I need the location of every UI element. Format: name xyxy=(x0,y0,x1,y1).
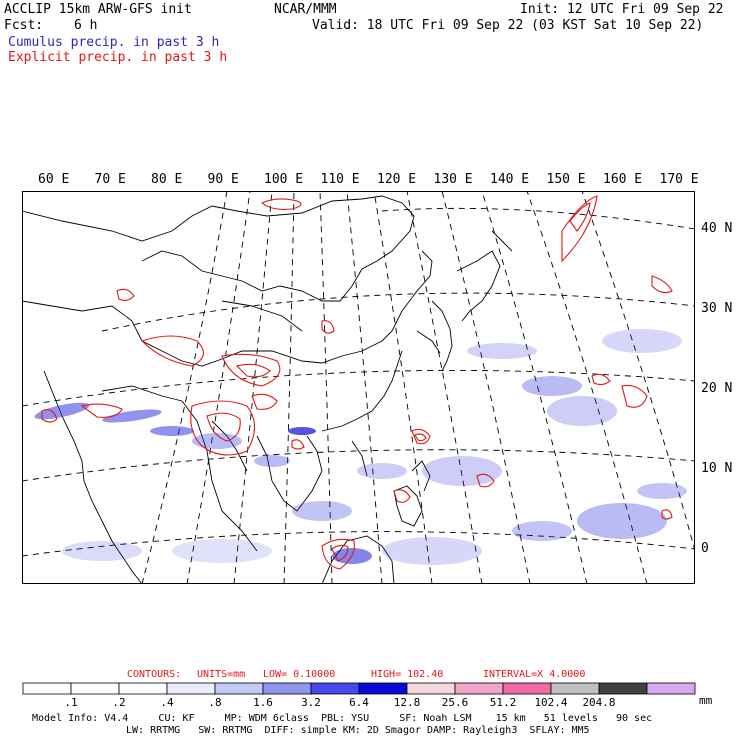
colorbar-swatch xyxy=(70,682,120,695)
colorbar-tick-label: 51.2 xyxy=(489,696,517,709)
colorbar-labels: .1 .2 .4 .8 1.6 3.2 6.4 12.8 25.6 51.2 102.4 204.8 xyxy=(0,697,740,711)
colorbar-swatch xyxy=(646,682,696,695)
colorbar-swatch xyxy=(550,682,600,695)
field-cumulus: Cumulus precip. in past 3 h xyxy=(8,35,220,50)
cumulus-precip xyxy=(34,329,687,565)
colorbar-swatch xyxy=(262,682,312,695)
colorbar xyxy=(22,682,696,695)
longitude-label: 160 E xyxy=(603,172,643,187)
colorbar-tick-label: 12.8 xyxy=(393,696,421,709)
colorbar-swatch xyxy=(502,682,552,695)
longitude-label: 80 E xyxy=(151,172,183,187)
colorbar-swatch xyxy=(406,682,456,695)
colorbar-tick-label: .2 xyxy=(112,696,126,709)
fcst-label: Fcst: xyxy=(4,18,44,33)
longitude-label: 110 E xyxy=(320,172,360,187)
contours-units: UNITS=mm xyxy=(197,669,246,680)
colorbar-tick-label: 6.4 xyxy=(349,696,369,709)
longitude-label: 150 E xyxy=(546,172,586,187)
model-title: ACCLIP 15km ARW-GFS init xyxy=(4,2,192,17)
longitude-label: 120 E xyxy=(377,172,417,187)
center-label: NCAR/MMM xyxy=(274,2,337,17)
longitude-label: 100 E xyxy=(264,172,304,187)
colorbar-tick-label: 102.4 xyxy=(534,696,568,709)
explicit-precip xyxy=(41,195,673,570)
colorbar-unit: mm xyxy=(699,694,713,707)
init-time: Init: 12 UTC Fri 09 Sep 22 xyxy=(520,2,724,17)
colorbar-tick-label: .4 xyxy=(160,696,174,709)
longitude-label: 130 E xyxy=(433,172,473,187)
colorbar-swatch xyxy=(310,682,360,695)
longitude-label: 170 E xyxy=(659,172,699,187)
map-frame xyxy=(22,191,695,584)
valid-time: Valid: 18 UTC Fri 09 Sep 22 (03 KST Sat … xyxy=(312,18,704,33)
colorbar-swatch xyxy=(118,682,168,695)
latitude-label: 30 N xyxy=(701,301,733,316)
colorbar-swatch xyxy=(454,682,504,695)
colorbar-tick-label: 3.2 xyxy=(301,696,321,709)
field-explicit: Explicit precip. in past 3 h xyxy=(8,50,228,65)
longitude-label: 90 E xyxy=(207,172,239,187)
colorbar-swatch xyxy=(22,682,72,695)
latitude-label: 0 xyxy=(701,541,709,556)
colorbar-swatch xyxy=(166,682,216,695)
footer-physics-info: LW: RRTMG SW: RRTMG DIFF: simple KM: 2D … xyxy=(126,725,590,736)
precip-map xyxy=(22,191,695,584)
latitude-label: 10 N xyxy=(701,461,733,476)
contours-interval: INTERVAL=X 4.0000 xyxy=(483,669,586,680)
latitude-label: 20 N xyxy=(701,381,733,396)
contours-label: CONTOURS: xyxy=(127,669,182,680)
colorbar-tick-label: 204.8 xyxy=(582,696,616,709)
colorbar-tick-label: .8 xyxy=(208,696,222,709)
colorbar-tick-label: 1.6 xyxy=(253,696,273,709)
longitude-label: 140 E xyxy=(490,172,530,187)
longitude-label: 70 E xyxy=(94,172,126,187)
colorbar-swatch xyxy=(598,682,648,695)
footer-model-info: Model Info: V4.4 CU: KF MP: WDM 6class P… xyxy=(32,713,653,724)
contours-high: HIGH= 102.40 xyxy=(371,669,444,680)
colorbar-tick-label: 25.6 xyxy=(441,696,469,709)
contours-low: LOW= 0.10000 xyxy=(263,669,336,680)
longitude-label: 60 E xyxy=(38,172,70,187)
colorbar-swatch xyxy=(214,682,264,695)
colorbar-swatch xyxy=(358,682,408,695)
latitude-label: 40 N xyxy=(701,221,733,236)
graticule xyxy=(22,191,695,584)
colorbar-tick-label: .1 xyxy=(64,696,78,709)
fcst-value: 6 h xyxy=(74,18,98,33)
